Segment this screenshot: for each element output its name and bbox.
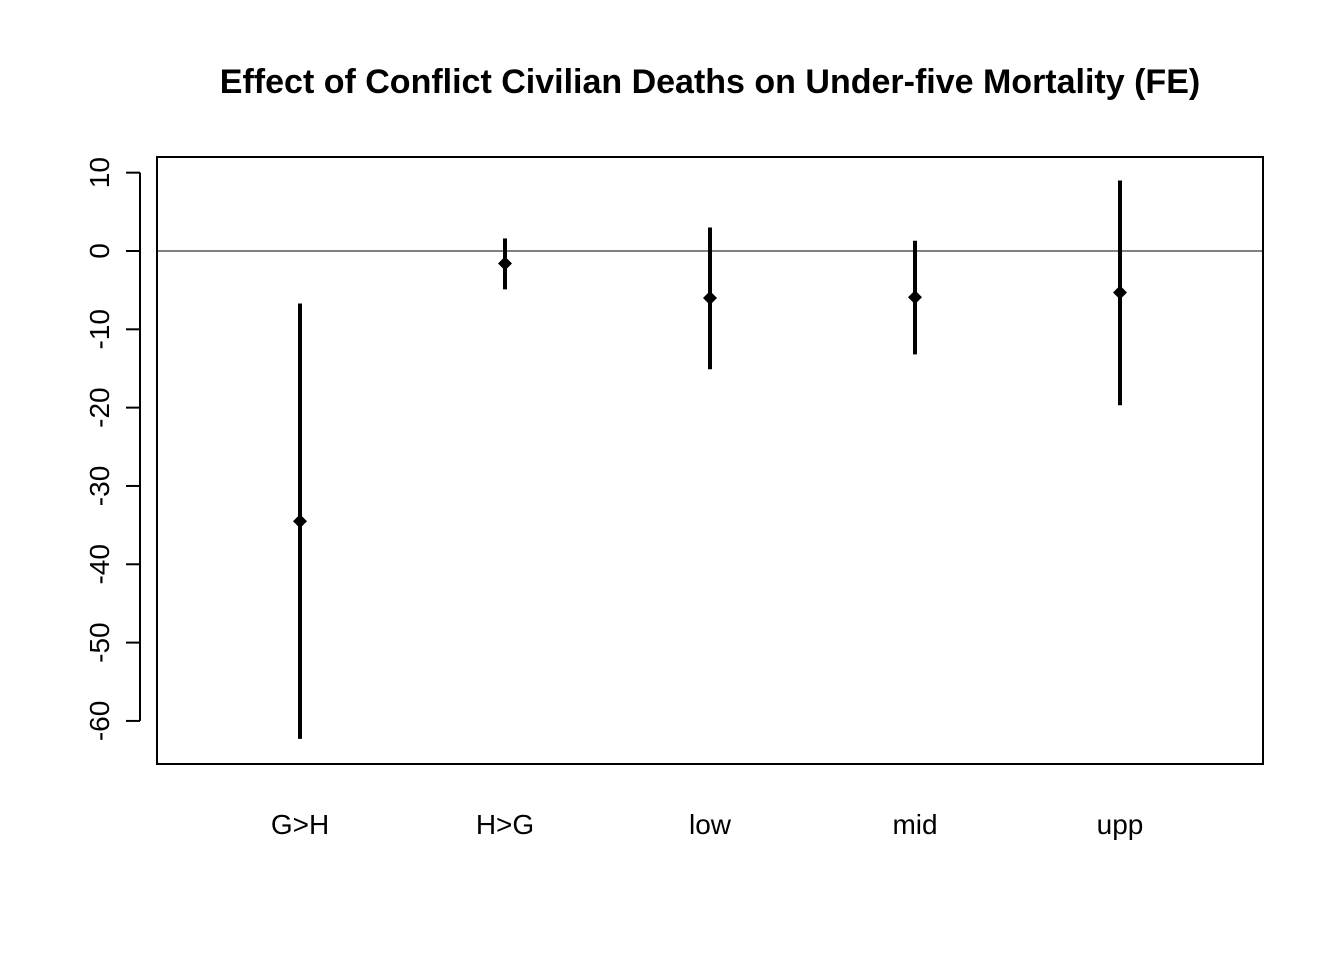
point-estimate	[293, 514, 307, 529]
point-estimate	[498, 256, 512, 271]
point-estimate	[1113, 285, 1127, 300]
y-tick-label: -20	[84, 387, 115, 427]
point-estimate	[703, 290, 717, 305]
y-axis: 10 0 -10 -20 -30 -40 -50 -60	[84, 157, 141, 741]
y-tick-label: 10	[84, 157, 115, 188]
y-tick-label: -30	[84, 466, 115, 506]
x-category-label: mid	[892, 809, 937, 840]
y-tick-label: -60	[84, 701, 115, 741]
point-estimate	[908, 290, 922, 305]
x-category-label: G>H	[271, 809, 329, 840]
x-axis-labels: G>H H>G low mid upp	[271, 809, 1144, 840]
chart-title: Effect of Conflict Civilian Deaths on Un…	[220, 63, 1200, 101]
chart-marks	[293, 180, 1127, 739]
x-category-label: upp	[1097, 809, 1144, 840]
y-tick-label: -50	[84, 622, 115, 662]
y-tick-label: 0	[84, 243, 115, 259]
plot-frame	[156, 156, 1264, 765]
x-category-label: low	[689, 809, 732, 840]
x-category-label: H>G	[476, 809, 534, 840]
y-tick-label: -10	[84, 309, 115, 349]
y-tick-label: -40	[84, 544, 115, 584]
